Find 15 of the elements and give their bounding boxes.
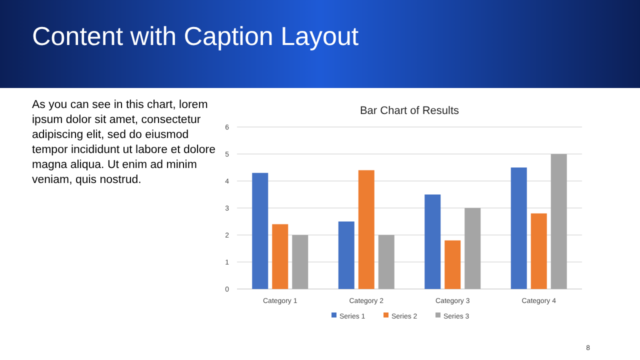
bar [358, 170, 374, 289]
text: Content with Caption Layout [32, 21, 360, 51]
bar [510, 168, 527, 289]
bar [464, 208, 481, 289]
bar [252, 172, 268, 289]
chart-title: Bar Chart of Results [360, 105, 460, 117]
text: As you can see in this chart, lorem ipsum dolor sit amet, consectetur adipiscing elit, sed do eiusmod tempor incididunt ut labore et dolore magna aliqua. Ut enim ad minim veniam, quis nostrud. [32, 98, 216, 188]
bar [550, 154, 567, 289]
bar [530, 213, 547, 289]
bar [378, 235, 394, 289]
bar [444, 240, 461, 289]
bar [424, 194, 441, 289]
bar [338, 222, 354, 289]
bar [292, 235, 308, 289]
bar [272, 224, 288, 289]
